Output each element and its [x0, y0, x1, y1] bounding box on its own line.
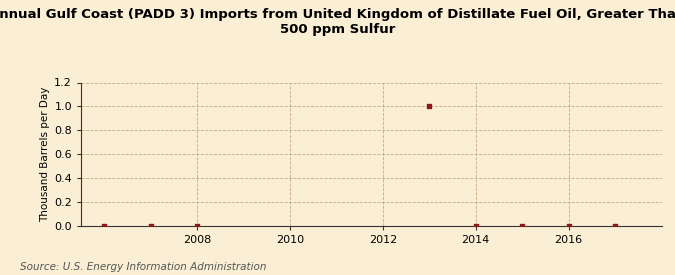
Point — [517, 223, 528, 228]
Point — [145, 223, 156, 228]
Point — [610, 223, 620, 228]
Point — [563, 223, 574, 228]
Text: Source: U.S. Energy Information Administration: Source: U.S. Energy Information Administ… — [20, 262, 267, 272]
Point — [99, 223, 109, 228]
Point — [470, 223, 481, 228]
Text: Annual Gulf Coast (PADD 3) Imports from United Kingdom of Distillate Fuel Oil, G: Annual Gulf Coast (PADD 3) Imports from … — [0, 8, 675, 36]
Point — [424, 104, 435, 109]
Point — [192, 223, 202, 228]
Y-axis label: Thousand Barrels per Day: Thousand Barrels per Day — [40, 86, 50, 222]
